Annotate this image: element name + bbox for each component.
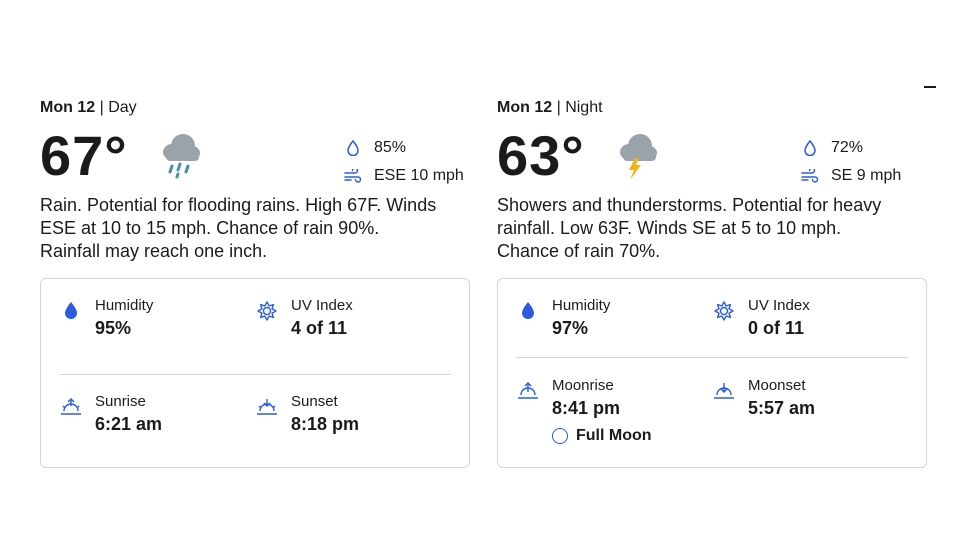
sunrise-value: 6:21 am: [95, 414, 163, 434]
night-header: Mon 12 | Night: [497, 98, 929, 118]
day-wind-value: ESE 10 mph: [374, 167, 464, 184]
night-wind-value: SE 9 mph: [831, 167, 902, 184]
night-wind-stat: SE 9 mph: [799, 162, 929, 190]
night-humidity-value: 72%: [831, 139, 864, 156]
rain-cloud-icon: [163, 134, 200, 179]
humidity-label: Humidity: [552, 297, 611, 314]
moonrise-icon: [516, 381, 540, 405]
night-narrative: Showers and thunderstorms. Potential for…: [497, 195, 882, 261]
night-uv-cell: UV Index 0 of 11: [712, 297, 810, 339]
sunset-cell: Sunset 8:18 pm: [255, 393, 359, 435]
night-humidity-cell: Humidity 97%: [516, 297, 610, 339]
collapse-button[interactable]: [924, 86, 936, 88]
sunrise-cell: Sunrise 6:21 am: [59, 393, 162, 435]
day-details-card: Humidity 95% UV Index 4 of 11 Sunrise 6:…: [40, 278, 470, 468]
sunset-value: 8:18 pm: [291, 414, 360, 434]
day-temp-row: 67° 85% ESE 10 mph: [40, 124, 472, 194]
drop-icon: [59, 301, 83, 325]
night-temp-row: 63° 72% SE 9 mph: [497, 124, 929, 194]
uv-sun-icon: [712, 301, 736, 325]
thunderstorm-cloud-icon: [620, 134, 657, 180]
moonset-icon: [712, 381, 736, 405]
night-forecast-panel: Mon 12 | Night 63° 72% SE 9 mph: [497, 98, 929, 470]
drop-outline-icon: [342, 139, 364, 157]
day-forecast-panel: Mon 12 | Day 67° 85%: [40, 98, 472, 470]
night-temperature: 63°: [497, 124, 585, 187]
moon-phase-label: Full Moon: [576, 427, 652, 444]
sunset-label: Sunset: [291, 393, 338, 410]
day-period: Day: [108, 99, 137, 116]
day-humidity-value: 85%: [374, 139, 407, 156]
day-humidity-stat: 85%: [342, 134, 472, 162]
uv-value: 4 of 11: [291, 318, 348, 338]
night-details-card: Humidity 97% UV Index 0 of 11 Moonrise 8…: [497, 278, 927, 468]
humidity-value: 97%: [552, 318, 589, 338]
sunset-icon: [255, 397, 279, 421]
drop-icon: [516, 301, 540, 325]
day-narrative: Rain. Potential for flooding rains. High…: [40, 195, 437, 261]
full-moon-icon: [552, 428, 568, 444]
header-separator: |: [99, 99, 109, 116]
moonset-value: 5:57 am: [748, 398, 816, 418]
uv-label: UV Index: [748, 297, 810, 314]
humidity-label: Humidity: [95, 297, 154, 314]
moon-phase: Full Moon: [552, 427, 652, 445]
drop-outline-icon: [799, 139, 821, 157]
wind-icon: [799, 167, 821, 185]
night-period: Night: [565, 99, 603, 116]
moonset-cell: Moonset 5:57 am: [712, 377, 815, 419]
moonrise-label: Moonrise: [552, 377, 614, 394]
uv-value: 0 of 11: [748, 318, 805, 338]
day-uv-cell: UV Index 4 of 11: [255, 297, 353, 339]
day-wind-stat: ESE 10 mph: [342, 162, 472, 190]
card-divider: [59, 374, 451, 375]
moonset-label: Moonset: [748, 377, 806, 394]
wind-icon: [342, 167, 364, 185]
card-divider: [516, 357, 908, 358]
day-quick-stats: 85% ESE 10 mph: [342, 134, 472, 190]
uv-sun-icon: [255, 301, 279, 325]
day-header: Mon 12 | Day: [40, 98, 472, 118]
day-date: Mon 12: [40, 99, 96, 116]
day-temperature: 67°: [40, 124, 128, 187]
night-quick-stats: 72% SE 9 mph: [799, 134, 929, 190]
moonrise-value: 8:41 pm: [552, 398, 621, 418]
sunrise-label: Sunrise: [95, 393, 146, 410]
header-separator: |: [556, 99, 566, 116]
sunrise-icon: [59, 397, 83, 421]
night-date: Mon 12: [497, 99, 553, 116]
uv-label: UV Index: [291, 297, 353, 314]
day-humidity-cell: Humidity 95%: [59, 297, 153, 339]
humidity-value: 95%: [95, 318, 132, 338]
night-humidity-stat: 72%: [799, 134, 929, 162]
moonrise-cell: Moonrise 8:41 pm: [516, 377, 620, 419]
